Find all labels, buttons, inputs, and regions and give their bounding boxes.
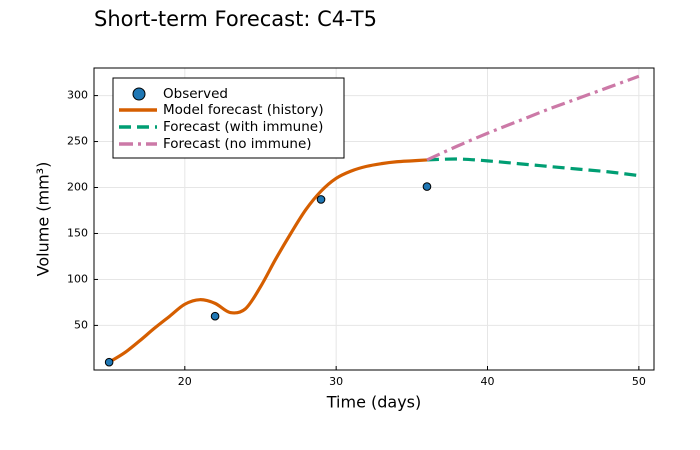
chart-title: Short-term Forecast: C4-T5	[94, 7, 377, 31]
observed-points	[104, 182, 432, 367]
y-tick-label: 300	[67, 89, 88, 102]
y-tick-label: 200	[67, 181, 88, 194]
plot-frame	[93, 67, 655, 371]
y-axis-label: Volume (mm³)	[34, 162, 53, 277]
x-axis-label: Time (days)	[326, 393, 422, 412]
legend: Observed Model forecast (history) Foreca…	[112, 77, 345, 159]
observed-point	[316, 195, 326, 204]
legend-label-history: Model forecast (history)	[163, 102, 324, 118]
legend-label-no-immune: Forecast (no immune)	[163, 136, 312, 152]
x-tick-label: 50	[632, 375, 646, 388]
y-tick-label: 50	[74, 318, 88, 331]
observed-point	[422, 182, 432, 191]
axis-ticks: 20 30 40 50 50 100 150 200 250 300	[67, 89, 646, 388]
series-line-no-immune	[426, 74, 640, 162]
series-line-history	[108, 158, 428, 364]
y-tick-label: 100	[67, 272, 88, 285]
legend-label-observed: Observed	[163, 86, 228, 102]
y-tick-label: 250	[67, 135, 88, 148]
x-tick-label: 40	[481, 375, 495, 388]
observed-point	[210, 311, 220, 321]
observed-point	[104, 357, 114, 367]
legend-marker-observed	[132, 87, 146, 101]
legend-label-with-immune: Forecast (with immune)	[163, 119, 323, 135]
x-tick-label: 20	[178, 375, 192, 388]
series-lines	[108, 74, 640, 364]
x-tick-label: 30	[329, 375, 343, 388]
y-tick-label: 150	[67, 226, 88, 239]
